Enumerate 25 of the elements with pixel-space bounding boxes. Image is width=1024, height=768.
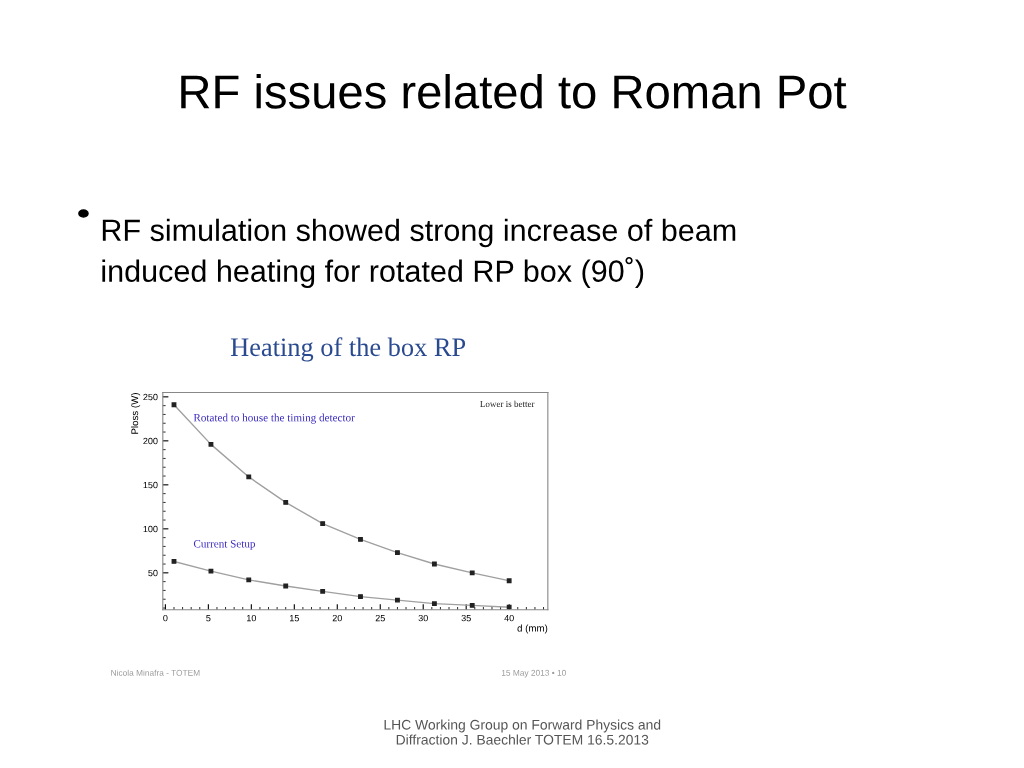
annotation: Lower is better	[480, 400, 535, 407]
x-tick-label: 40	[504, 614, 514, 622]
x-tick-label: 20	[332, 614, 342, 622]
x-tick-label: 0	[163, 614, 168, 622]
y-tick-label: 200	[143, 437, 158, 445]
y-tick-label: 50	[148, 569, 158, 577]
chart-title: RF issues related to Roman Pot	[181, 73, 847, 109]
y-tick-label: 100	[143, 525, 158, 533]
series-label: Current Setup	[193, 540, 256, 550]
x-tick-label: 15	[289, 614, 299, 622]
y-tick-label: 250	[143, 393, 158, 401]
chart-subtitle: RF simulation showed strong increase of beam induced heating for rotated RP box (90˚)	[102, 218, 736, 288]
text: LHC Working Group on Forward Physics and Diffraction J. Baechler TOTEM 16.5.2013	[384, 719, 661, 745]
text: Heating of the box RP	[230, 337, 466, 362]
x-tick-label: 10	[247, 614, 257, 622]
text: 15 May 2013 • 10	[501, 669, 566, 678]
y-axis-title: Ploss (W)	[131, 393, 141, 434]
x-tick-label: 5	[206, 614, 211, 622]
x-tick-label: 25	[375, 614, 385, 622]
y-tick-label: 150	[143, 481, 158, 489]
x-tick-label: 30	[418, 614, 428, 622]
x-axis-title: d (mm)	[517, 624, 548, 634]
x-tick-label: 35	[461, 614, 471, 622]
series-label: Rotated to house the timing detector	[193, 413, 355, 424]
text: Nicola Minafra - TOTEM	[111, 669, 200, 676]
